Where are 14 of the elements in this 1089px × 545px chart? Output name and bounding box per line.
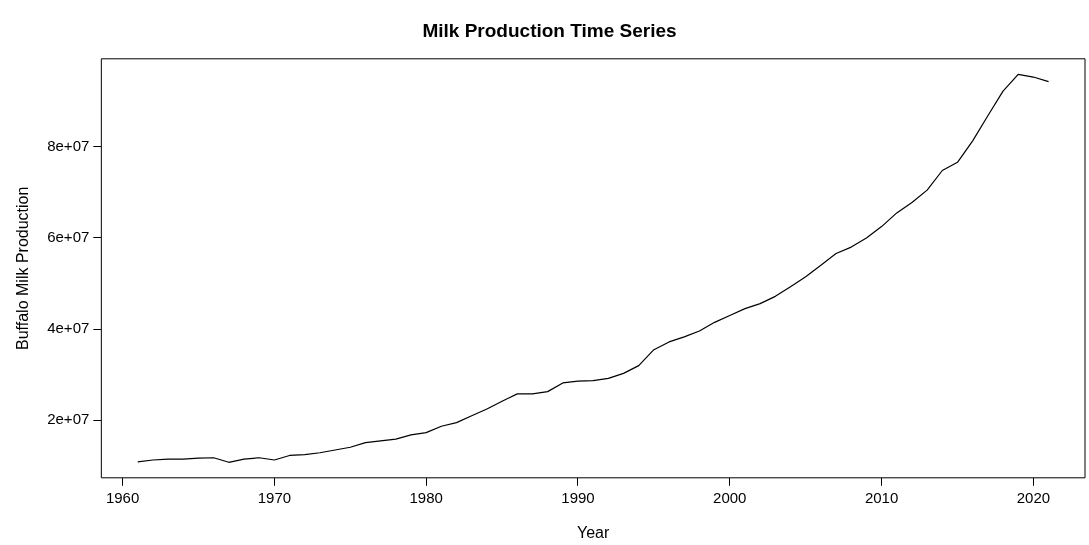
x-tick-label: 2000 bbox=[713, 488, 747, 506]
chart-title: Milk Production Time Series bbox=[422, 19, 677, 41]
x-tick-label: 1970 bbox=[257, 488, 292, 506]
y-tick-label: 4e+07 bbox=[47, 319, 90, 337]
x-tick-label: 2010 bbox=[864, 488, 899, 506]
y-tick-label: 2e+07 bbox=[47, 410, 90, 428]
x-tick-label: 1990 bbox=[561, 488, 595, 506]
x-tick-label: 1960 bbox=[105, 488, 140, 506]
x-tick-label: 1980 bbox=[409, 488, 443, 506]
y-tick-label: 6e+07 bbox=[47, 228, 90, 246]
y-tick-label: 8e+07 bbox=[47, 136, 90, 154]
x-tick-label: 2020 bbox=[1016, 488, 1051, 506]
x-axis-title: Year bbox=[577, 523, 610, 541]
y-axis-title: Buffalo Milk Production bbox=[14, 186, 32, 350]
